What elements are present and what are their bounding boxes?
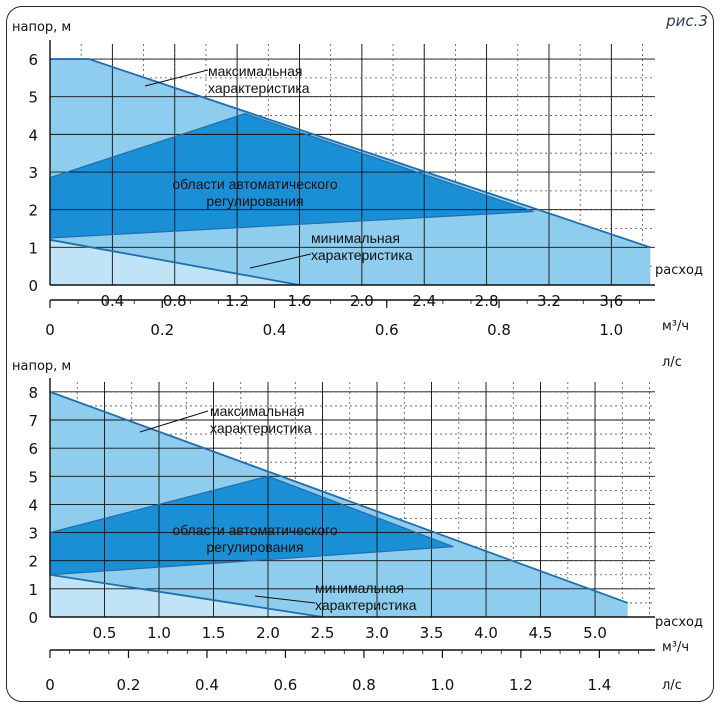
x-ls-tick-label: 0 (45, 676, 55, 694)
x-m3h-tick-label: 3.5 (420, 624, 444, 642)
x-m3h-tick-label: 0.8 (163, 292, 187, 310)
x-m3h-tick-label: 2.4 (412, 292, 436, 310)
min-label-leader (249, 253, 312, 269)
y-tick-label: 8 (28, 384, 38, 402)
x-axis-title: расход (655, 263, 703, 278)
y-tick-label: 5 (28, 468, 38, 486)
y-tick-label: 4 (28, 126, 38, 144)
x-m3h-tick-label: 0.5 (93, 624, 117, 642)
min-characteristic-label-2: характеристика (315, 597, 417, 613)
y-tick-label: 2 (28, 553, 38, 571)
x-unit-ls: л/с (662, 355, 682, 370)
x-ls-tick-label: 0 (45, 321, 55, 339)
x-m3h-tick-label: 5.0 (583, 624, 607, 642)
x-ls-tick-label: 0.8 (487, 321, 511, 339)
y-axis-title: напор, м (12, 359, 71, 374)
y-tick-label: 4 (28, 496, 38, 514)
max-characteristic-line (49, 391, 629, 604)
max-characteristic-label: максимальная (210, 403, 305, 419)
x-ls-tick-label: 0.8 (352, 676, 376, 694)
min-characteristic-label: минимальная (315, 580, 404, 596)
max-characteristic-line (50, 58, 651, 249)
max-label-leader (139, 410, 209, 433)
max-label-leader (144, 69, 209, 87)
x-m3h-tick-label: 1.6 (288, 292, 312, 310)
x-ls-tick-label: 0.6 (274, 676, 298, 694)
x-unit-m3h: м³/ч (662, 640, 689, 655)
max-characteristic-label-2: характеристика (210, 420, 312, 436)
x-m3h-tick-label: 1.5 (202, 624, 226, 642)
x-axis-title: расход (655, 615, 703, 630)
x-m3h-tick-label: 1.0 (147, 624, 171, 642)
x-m3h-tick-label: 1.2 (225, 292, 249, 310)
x-m3h-tick-label: 4.0 (474, 624, 498, 642)
y-tick-label: 1 (28, 581, 38, 599)
auto-regulation-area (50, 113, 534, 238)
y-tick-label: 1 (28, 239, 38, 257)
y-tick-label: 3 (28, 525, 38, 543)
y-tick-label: 0 (28, 277, 38, 295)
x-m3h-tick-label: 2.0 (256, 624, 280, 642)
x-m3h-tick-label: 4.5 (529, 624, 553, 642)
x-ls-tick-label: 1.4 (587, 676, 611, 694)
max-characteristic-label: максимальная (208, 63, 303, 79)
max-characteristic-label-2: характеристика (208, 80, 310, 96)
chart-2: 0 1 2 3 4 5 6 7 8 0.5 1.0 1.5 2.0 2.5 3.0 3.5 4.0 4.5 5.0 0… (12, 359, 703, 694)
figure-label: рис.3 (666, 12, 708, 30)
x-ls-tick-label: 1.0 (430, 676, 454, 694)
min-characteristic-label-2: характеристика (311, 247, 413, 263)
x-m3h-tick-label: 3.0 (365, 624, 389, 642)
min-label-leader (254, 595, 316, 604)
y-axis-title: напор, м (12, 20, 71, 35)
min-characteristic-label: минимальная (311, 230, 400, 246)
x-m3h-tick-label: 2.5 (311, 624, 335, 642)
x-ls-tick-label: 0.6 (375, 321, 399, 339)
y-tick-label: 0 (28, 609, 38, 627)
x-unit-m3h: м³/ч (662, 319, 689, 334)
x-m3h-tick-label: 2.8 (475, 292, 499, 310)
x-m3h-tick-label: 2.0 (350, 292, 374, 310)
min-characteristic-line (49, 573, 323, 618)
x-ls-tick-label: 1.0 (599, 321, 623, 339)
x-m3h-tick-label: 3.2 (537, 292, 561, 310)
auto-region-label: области автоматического (172, 522, 337, 538)
x-ls-tick-label: 0.4 (263, 321, 287, 339)
figure-frame (6, 6, 714, 702)
y-tick-label: 3 (28, 164, 38, 182)
x-ls-tick-label: 1.2 (509, 676, 533, 694)
y-tick-label: 5 (28, 89, 38, 107)
y-tick-label: 6 (28, 51, 38, 69)
x-ls-tick-label: 0.2 (117, 676, 141, 694)
x-m3h-tick-label: 0.4 (100, 292, 124, 310)
x-ls-tick-label: 0.4 (195, 676, 219, 694)
y-tick-label: 2 (28, 202, 38, 220)
auto-region-label-2: регулирования (206, 539, 303, 555)
y-tick-label: 7 (28, 412, 38, 430)
y-tick-label: 6 (28, 440, 38, 458)
x-ls-tick-label: 0.2 (150, 321, 174, 339)
auto-region-label: области автоматического (172, 176, 337, 192)
min-characteristic-line (49, 238, 300, 286)
auto-region-label-2: регулирования (206, 193, 303, 209)
auto-regulation-area (50, 476, 454, 575)
x-unit-ls: л/с (662, 678, 682, 693)
